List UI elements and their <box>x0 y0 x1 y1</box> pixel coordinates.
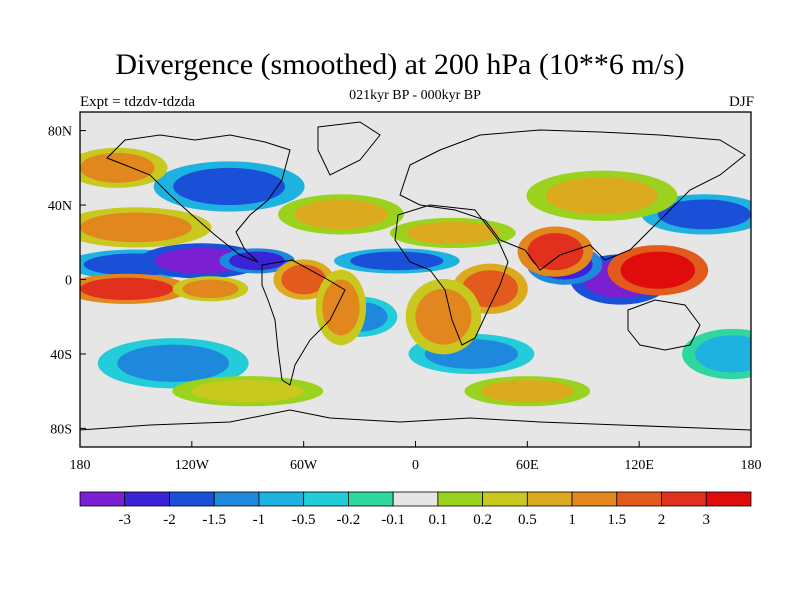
field-blob-7 <box>350 251 444 271</box>
x-tick-label: 60W <box>290 458 318 473</box>
field-blob-1 <box>154 247 248 274</box>
field-blob-9 <box>117 344 230 382</box>
field-blob-22 <box>545 177 658 215</box>
coast-greenland <box>317 121 381 176</box>
x-tick-label: 0 <box>412 458 419 473</box>
colorbar: -3 -2 -1.5 -1 -0.5 -0.2 -0.1 0.1 0.2 0.5 1 1.5 2 3 <box>79 491 752 528</box>
coast-australia <box>627 299 701 351</box>
colorbar-swatch <box>79 491 126 507</box>
colorbar-swatch <box>526 491 573 507</box>
colorbar-swatch <box>661 491 707 507</box>
field-blob-21 <box>294 199 388 230</box>
experiment-label: Expt = tdzdv-tdzda <box>80 94 196 110</box>
colorbar-swatch <box>437 491 484 507</box>
coast-south-america <box>261 259 346 386</box>
chart-subtitle: 021kyr BP - 000kyr BP <box>349 88 481 103</box>
colorbar-swatch <box>571 491 618 507</box>
colorbar-label: -1.5 <box>202 512 226 528</box>
field-blob-3 <box>173 167 286 206</box>
colorbar-label: -1 <box>253 512 266 528</box>
field-blob-16 <box>527 232 584 271</box>
colorbar-label: 0.2 <box>473 512 492 528</box>
colorbar-swatch <box>169 491 215 507</box>
field-blob-25 <box>191 380 304 403</box>
x-tick-label: 180 <box>70 458 91 473</box>
chart-title: Divergence (smoothed) at 200 hPa (10**6 … <box>115 48 685 81</box>
y-tick-label: 40S <box>50 348 72 363</box>
colorbar-swatch <box>482 491 528 507</box>
colorbar-label: 1.5 <box>607 512 626 528</box>
field-blob-13 <box>182 279 239 299</box>
colorbar-swatch <box>347 491 394 507</box>
colorbar-label: 3 <box>703 512 711 528</box>
coast-africa <box>394 204 509 346</box>
colorbar-swatch <box>258 491 305 507</box>
coast-eurasia <box>399 129 746 271</box>
y-tick-label: 40N <box>48 199 72 214</box>
colorbar-swatch <box>392 491 439 507</box>
colorbar-swatch <box>705 491 752 507</box>
field-blob-19 <box>322 279 360 336</box>
y-tick-label: 80S <box>50 422 72 437</box>
field-blob-20 <box>80 212 192 243</box>
y-tick-label: 0 <box>65 274 72 289</box>
field-blob-15 <box>620 251 696 289</box>
colorbar-swatch <box>213 491 260 507</box>
x-tick-label: 60E <box>516 458 539 473</box>
season-label: DJF <box>728 94 754 110</box>
field-blob-18 <box>415 288 472 345</box>
x-tick-label: 180 <box>741 458 762 473</box>
x-axis: 180 120W 60W 0 60E 120E 180 <box>70 441 762 473</box>
colorbar-label: -2 <box>163 512 176 528</box>
field-blob-23 <box>80 152 155 183</box>
field-blob-10 <box>695 335 751 373</box>
colorbar-swatch <box>124 491 170 507</box>
colorbar-label: -3 <box>118 512 131 528</box>
x-tick-label: 120W <box>175 458 210 473</box>
field-blob-12 <box>80 277 174 300</box>
colorbar-label: 0.1 <box>428 512 447 528</box>
colorbar-label: -0.5 <box>292 512 316 528</box>
field-blob-24 <box>406 221 500 245</box>
colorbar-label: -0.2 <box>337 512 361 528</box>
coastlines <box>80 121 751 431</box>
colorbar-label: 1 <box>568 512 576 528</box>
colorbar-label: 2 <box>658 512 666 528</box>
colorbar-swatch <box>303 491 349 507</box>
field-blob-6 <box>657 199 751 230</box>
coast-antarctica <box>80 409 751 431</box>
colorbar-label: 0.5 <box>518 512 537 528</box>
colorbar-swatch <box>616 491 662 507</box>
coast-north-america <box>106 134 291 263</box>
x-tick-label: 120E <box>624 458 654 473</box>
field-blob-26 <box>480 380 574 403</box>
divergence-field <box>80 147 751 407</box>
y-tick-label: 80N <box>48 125 72 140</box>
y-axis: 80N 40N 0 40S 80S <box>48 125 86 437</box>
colorbar-label: -0.1 <box>381 512 405 528</box>
